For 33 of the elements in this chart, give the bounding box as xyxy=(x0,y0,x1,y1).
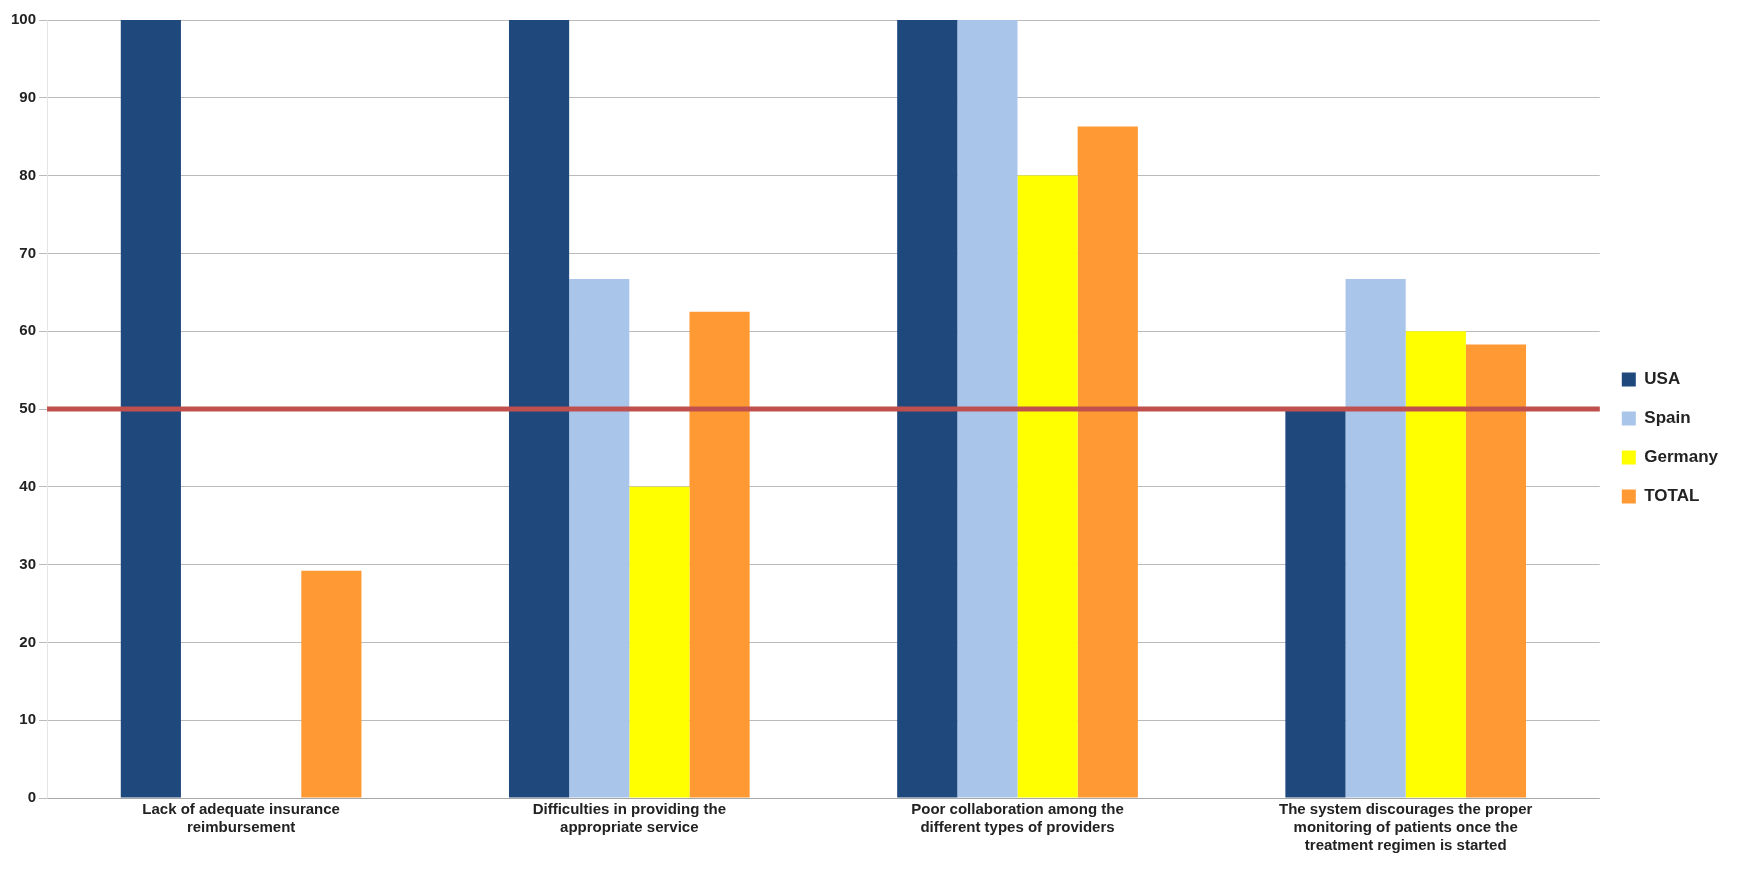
y-tick-label: 40 xyxy=(19,476,37,494)
legend-label: TOTAL xyxy=(1644,486,1700,506)
bar xyxy=(629,486,690,798)
x-tick-label: Lack of adequate insurance reimbursement xyxy=(142,800,340,836)
bar xyxy=(1465,344,1527,798)
legend-label: USA xyxy=(1644,369,1681,389)
y-tick-label: 70 xyxy=(19,243,37,261)
bar xyxy=(689,311,750,798)
legend-label: Germany xyxy=(1644,447,1719,467)
bar xyxy=(897,20,958,798)
bar xyxy=(1405,331,1466,798)
y-tick-label: 20 xyxy=(19,632,37,650)
y-tick-label: 60 xyxy=(19,321,37,339)
x-tick-label: The system discourages the proper monitoring of patients once the treatment regimen is started xyxy=(1278,800,1533,854)
bar xyxy=(1017,175,1078,798)
x-tick-label: Difficulties in providing the appropriate service xyxy=(532,800,726,836)
bar xyxy=(1345,279,1406,798)
y-tick-label: 80 xyxy=(19,165,37,183)
bar xyxy=(120,20,181,798)
bar xyxy=(301,570,362,798)
y-tick-label: 10 xyxy=(19,710,37,728)
x-tick-label: Poor collaboration among the different types of providers xyxy=(911,800,1124,836)
y-tick-label: 90 xyxy=(19,87,37,105)
bar xyxy=(569,279,630,798)
y-tick-label: 30 xyxy=(19,554,37,572)
legend-label: Spain xyxy=(1644,408,1691,428)
y-tick-label: 0 xyxy=(27,788,37,806)
y-tick-label: 100 xyxy=(11,10,37,28)
y-tick-label: 50 xyxy=(19,399,37,417)
bar xyxy=(1077,126,1138,798)
bar xyxy=(1285,409,1346,798)
bar xyxy=(957,20,1018,798)
bar xyxy=(508,20,570,798)
